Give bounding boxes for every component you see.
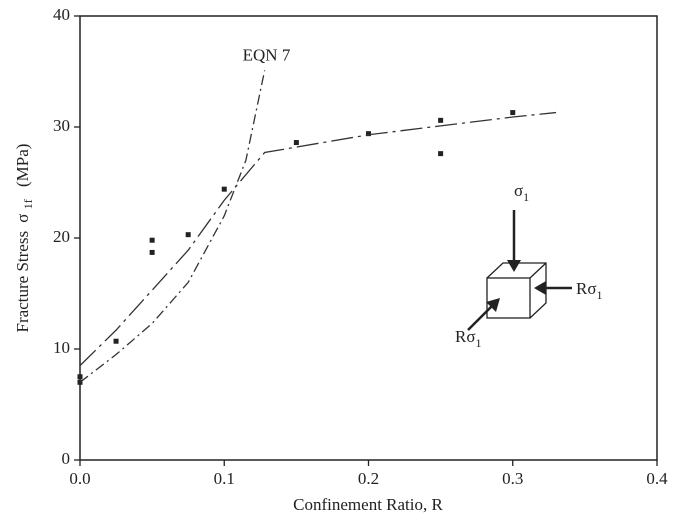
arrowhead-left	[486, 298, 500, 312]
label-sub: 1	[476, 336, 482, 350]
label-text: σ	[514, 181, 523, 200]
data-point	[77, 374, 83, 380]
x-axis-label: Confinement Ratio, R	[293, 495, 443, 514]
y-label-text: Fracture Stress	[13, 231, 32, 333]
x-tick-label: 0.3	[502, 469, 523, 488]
data-point	[149, 237, 155, 243]
inset-cube	[486, 262, 547, 319]
arrowhead-top	[507, 260, 521, 272]
y-label-symbol: σ	[13, 214, 32, 223]
plot-frame	[79, 15, 658, 461]
arrowhead-right	[534, 281, 546, 295]
y-tick-label: 40	[53, 5, 70, 24]
y-axis-label: Fracture Stress σ 1f (MPa)	[13, 144, 37, 333]
inset-label-top: σ1	[514, 181, 529, 204]
y-label-subscript: 1f	[21, 199, 35, 209]
y-label-unit: (MPa)	[13, 144, 32, 187]
data-point	[293, 140, 299, 146]
x-tick-label: 0.4	[646, 469, 668, 488]
y-tick-label: 0	[62, 449, 71, 468]
arrow-left	[467, 305, 493, 331]
curve-label: EQN 7	[243, 45, 291, 64]
data-point	[438, 151, 444, 157]
eqn-curve	[79, 70, 266, 383]
data-point	[366, 131, 371, 137]
inset-label-left: Rσ1	[455, 327, 482, 350]
label-sub: 1	[597, 288, 603, 302]
data-point	[185, 232, 191, 238]
inset-label-right: Rσ1	[576, 279, 603, 302]
x-tick-label: 0.1	[214, 469, 235, 488]
data-point	[438, 117, 444, 123]
y-tick-label: 30	[53, 116, 70, 135]
x-tick-label: 0.0	[69, 469, 90, 488]
label-sub: 1	[523, 190, 529, 204]
data-point	[149, 249, 155, 255]
cube-edge	[529, 262, 547, 279]
data-point	[510, 110, 516, 116]
y-tick-label: 20	[53, 227, 70, 246]
cube-front	[486, 277, 531, 319]
label-text: Rσ	[576, 279, 597, 298]
data-point	[221, 186, 227, 192]
fit-line	[79, 111, 557, 367]
data-point	[113, 338, 119, 344]
label-text: Rσ	[455, 327, 476, 346]
inset-arrows	[467, 210, 572, 331]
y-tick-label: 10	[53, 338, 70, 357]
x-tick-label: 0.2	[358, 469, 379, 488]
